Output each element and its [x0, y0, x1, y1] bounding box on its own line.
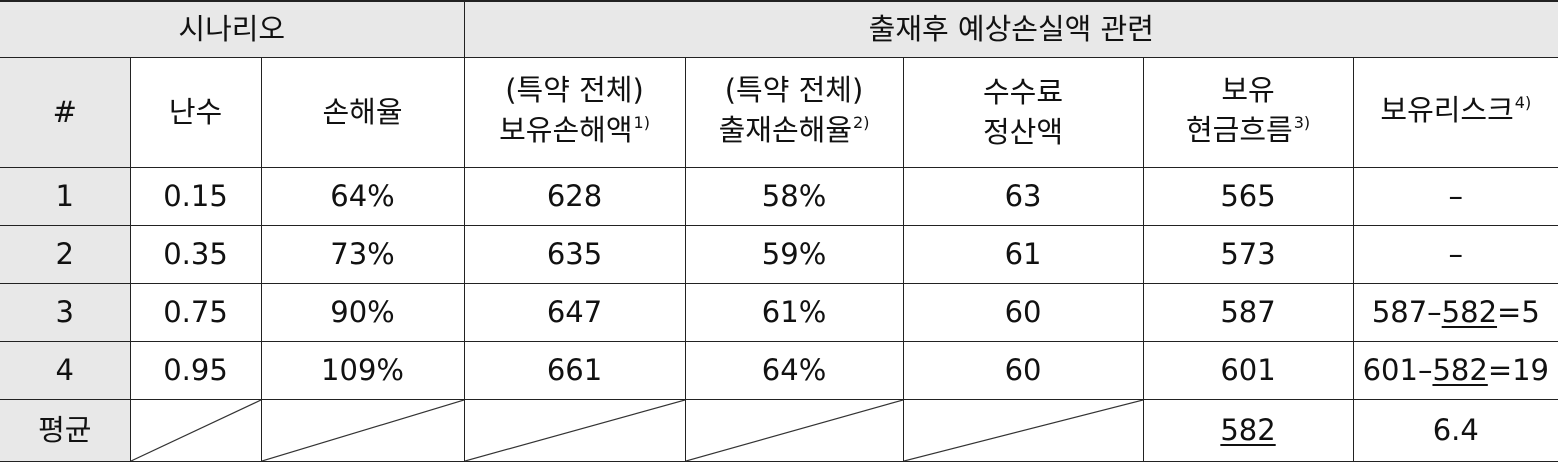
cell-ceded-ratio: 59%	[684, 224, 904, 284]
group-header-row: 시나리오 출재후 예상손실액 관련	[0, 0, 1558, 58]
table-row: 1 0.15 64% 628 58% 63 565 –	[0, 166, 1558, 226]
empty-cell-slashed	[260, 398, 465, 462]
slash-line	[686, 400, 903, 461]
slash-line	[131, 400, 261, 461]
cell-loss-ratio: 64%	[260, 166, 465, 226]
row-num: 4	[0, 340, 131, 400]
average-cashflow-value: 582	[1220, 413, 1276, 447]
cell-loss-ratio: 73%	[260, 224, 465, 284]
col-header-ceded-ratio-text: 출재손해율	[718, 112, 853, 147]
cell-commission: 60	[902, 340, 1144, 400]
col-header-commission: 수수료 정산액	[902, 56, 1144, 168]
cell-risk: –	[1352, 224, 1558, 284]
loss-group-header: 출재후 예상손실액 관련	[463, 0, 1558, 58]
cell-risk: 587–582=5	[1352, 282, 1558, 342]
average-row: 평균 582 6.4	[0, 398, 1558, 462]
slash-line	[465, 400, 685, 461]
footnote-3: 3)	[1293, 112, 1311, 132]
col-header-risk-text: 보유리스크	[1380, 92, 1514, 127]
average-risk: 6.4	[1352, 398, 1558, 462]
cell-random: 0.75	[129, 282, 262, 342]
row-num: 3	[0, 282, 131, 342]
col-header-risk: 보유리스크4)	[1352, 56, 1558, 168]
cell-retained-loss: 661	[463, 340, 686, 400]
col-header-cashflow: 보유 현금흐름3)	[1142, 56, 1354, 168]
table-row: 3 0.75 90% 647 61% 60 587 587–582=5	[0, 282, 1558, 342]
footnote-1: 1)	[633, 112, 650, 132]
col-header-ceded-ratio-line1: (특약 전체)	[724, 72, 864, 107]
average-cashflow: 582	[1142, 398, 1354, 462]
table-row: 4 0.95 109% 661 64% 60 601 601–582=19	[0, 340, 1558, 400]
cell-loss-ratio: 90%	[260, 282, 465, 342]
cell-random: 0.35	[129, 224, 262, 284]
risk-formula-result: =19	[1487, 353, 1550, 387]
cell-retained-loss: 635	[463, 224, 686, 284]
average-label: 평균	[0, 398, 131, 462]
col-header-retained-loss-line2: 보유손해액1)	[465, 110, 685, 155]
risk-formula-a: 587–	[1371, 295, 1442, 329]
cell-cashflow: 565	[1142, 166, 1354, 226]
col-header-retained-loss-text: 보유손해액	[499, 112, 633, 147]
empty-cell-slashed	[684, 398, 904, 462]
risk-formula-result: =5	[1497, 295, 1540, 329]
col-header-cashflow-line1: 보유	[1221, 72, 1275, 107]
cell-risk: 601–582=19	[1352, 340, 1558, 400]
footnote-2: 2)	[853, 112, 870, 132]
col-header-retained-loss-line1: (특약 전체)	[505, 72, 644, 107]
col-header-ceded-ratio-line2: 출재손해율2)	[686, 110, 903, 155]
col-header-commission-line1: 수수료	[983, 75, 1064, 109]
cell-random: 0.15	[129, 166, 262, 226]
cell-commission: 63	[902, 166, 1144, 226]
col-header-commission-line2: 정산액	[983, 115, 1064, 149]
empty-cell-slashed	[902, 398, 1144, 462]
col-header-ceded-ratio: (특약 전체) 출재손해율2)	[684, 56, 904, 168]
risk-formula-avg: 582	[1441, 295, 1498, 329]
cell-cashflow: 601	[1142, 340, 1354, 400]
col-header-num: #	[0, 56, 131, 168]
cell-commission: 60	[902, 282, 1144, 342]
cell-commission: 61	[902, 224, 1144, 284]
cell-random: 0.95	[129, 340, 262, 400]
risk-formula-avg: 582	[1432, 353, 1488, 387]
footnote-4: 4)	[1514, 92, 1532, 112]
scenario-group-header: 시나리오	[0, 0, 465, 58]
column-header-row: # 난수 손해율 (특약 전체) 보유손해액1) (특약 전체) 출재손해율2)…	[0, 56, 1558, 168]
cell-ceded-ratio: 58%	[684, 166, 904, 226]
col-header-retained-loss: (특약 전체) 보유손해액1)	[463, 56, 686, 168]
col-header-loss-ratio: 손해율	[260, 56, 465, 168]
col-header-cashflow-line2: 현금흐름3)	[1144, 110, 1353, 155]
cell-retained-loss: 647	[463, 282, 686, 342]
empty-cell-slashed	[463, 398, 686, 462]
cell-ceded-ratio: 61%	[684, 282, 904, 342]
cell-ceded-ratio: 64%	[684, 340, 904, 400]
table-row: 2 0.35 73% 635 59% 61 573 –	[0, 224, 1558, 284]
cell-cashflow: 573	[1142, 224, 1354, 284]
col-header-cashflow-text: 현금흐름	[1185, 112, 1293, 147]
cell-cashflow: 587	[1142, 282, 1354, 342]
empty-cell-slashed	[129, 398, 262, 462]
cell-retained-loss: 628	[463, 166, 686, 226]
risk-formula-a: 601–	[1362, 353, 1433, 387]
row-num: 1	[0, 166, 131, 226]
slash-line	[904, 400, 1143, 461]
col-header-random: 난수	[129, 56, 262, 168]
cell-loss-ratio: 109%	[260, 340, 465, 400]
cell-risk: –	[1352, 166, 1558, 226]
slash-line	[262, 400, 464, 461]
row-num: 2	[0, 224, 131, 284]
